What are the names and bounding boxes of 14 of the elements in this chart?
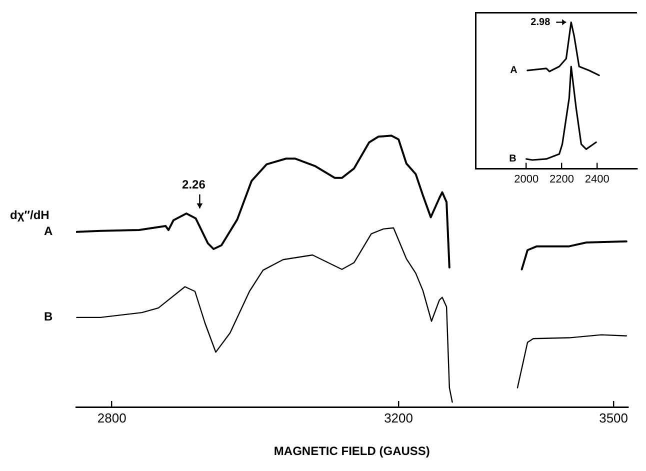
y-axis-title: dχ″/dH	[10, 208, 50, 222]
series-label: A	[510, 65, 518, 76]
x-tick-label: 2400	[584, 173, 610, 186]
x-tick-label: 3200	[384, 410, 413, 426]
series-label: B	[509, 154, 516, 165]
x-tick-label: 2200	[550, 173, 574, 186]
annotation: 2.98	[530, 17, 551, 28]
text: A	[44, 224, 54, 238]
x-axis-title: MAGNETIC FIELD (GAUSS)	[274, 444, 430, 458]
x-tick-label: 3500	[599, 410, 628, 426]
text: B	[44, 310, 54, 324]
x-tick-label: 2000	[514, 173, 539, 186]
annotation: 2.26	[182, 178, 206, 192]
x-tick-label: 2800	[97, 410, 126, 426]
